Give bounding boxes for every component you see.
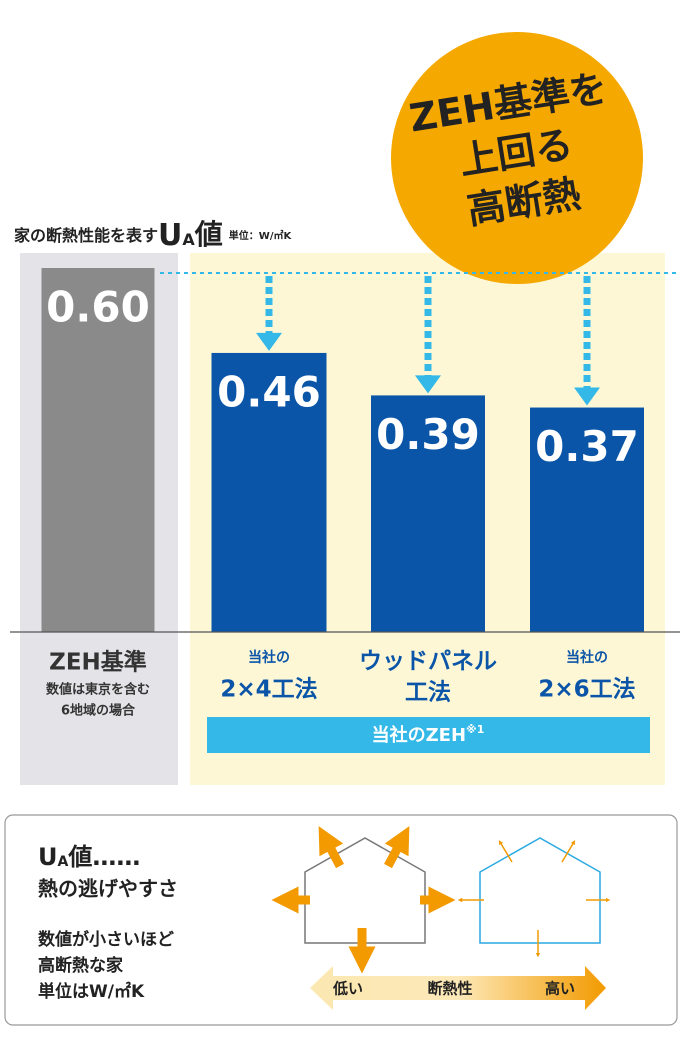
category-label: 2×6工法 [538, 677, 635, 703]
value-label: 0.46 [217, 367, 321, 416]
legend-subscript: A [58, 854, 69, 870]
legend-line: 数値が小さいほど [38, 929, 174, 950]
scale-high: 高い [545, 980, 575, 998]
group-label-text: 当社のZEH [372, 724, 466, 746]
category-prefix: 当社の [248, 649, 290, 666]
title-symbol: U [158, 218, 182, 253]
heat-arrows-large [271, 826, 456, 974]
title-unit: 単位：W/㎡K [229, 229, 293, 242]
badge [391, 32, 643, 284]
category-prefix: 当社の [566, 649, 608, 666]
legend-line: 単位はW/㎡K [38, 981, 145, 1002]
legend-heading: UA値…… [38, 843, 140, 871]
bar [41, 268, 155, 632]
drop-arrow-head [415, 375, 441, 394]
drop-arrow-head [574, 387, 600, 406]
legend-suffix: 値…… [67, 843, 140, 871]
legend-frame [4, 814, 678, 1026]
zeh-note: 数値は東京を含む [46, 682, 150, 698]
heat-arrows-small [457, 840, 611, 958]
zeh-note: 6地域の場合 [61, 703, 136, 719]
bar [211, 352, 327, 632]
group-label: 当社のZEH※1 [372, 723, 485, 746]
category-label: 2×4工法 [220, 677, 317, 703]
bar [530, 407, 644, 632]
legend-symbol: U [38, 843, 58, 871]
value-label: 0.39 [376, 410, 480, 459]
bar [371, 395, 485, 632]
scale-label: 断熱性 [427, 980, 472, 998]
house-high [479, 837, 601, 944]
title-subscript: A [182, 230, 195, 249]
value-label: 0.37 [535, 422, 639, 471]
chart-title: 家の断熱性能を表すUA値 単位：W/㎡K [14, 218, 292, 253]
value-label: 0.60 [46, 283, 150, 332]
house-low [304, 837, 426, 944]
category-label: 工法 [405, 680, 451, 706]
legend-line: 高断熱な家 [38, 955, 123, 976]
drop-arrow-head [256, 332, 282, 351]
group-label-note: ※1 [466, 723, 484, 736]
category-label: ZEH基準 [49, 649, 147, 676]
title-suffix: 値 [194, 218, 223, 251]
group-bar [207, 717, 650, 753]
category-label: ウッドパネル [359, 649, 497, 675]
title-text: 家の断熱性能を表す [14, 226, 158, 245]
legend-subtitle: 熱の逃げやすさ [38, 877, 178, 901]
scale-low: 低い [332, 980, 363, 998]
insulation-scale [310, 966, 606, 1010]
